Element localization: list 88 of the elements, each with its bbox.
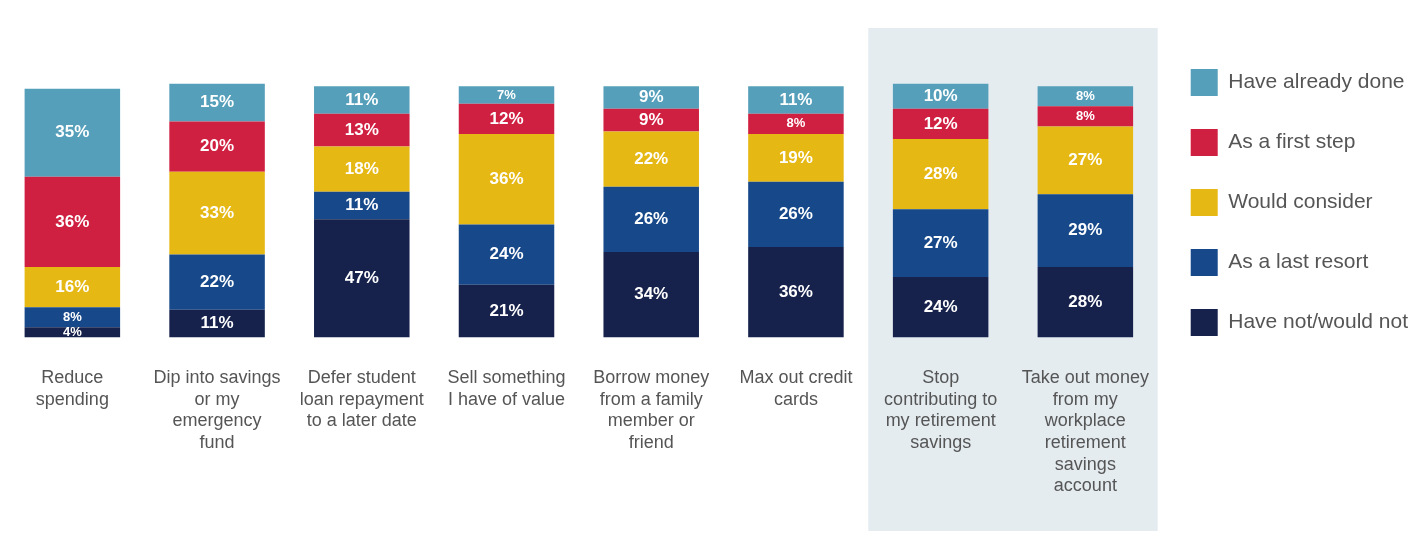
data-label: 18% [344,158,379,178]
data-label: 8% [1075,87,1096,103]
data-label: 26% [778,204,813,224]
bar [748,113,844,134]
data-label: 29% [1068,220,1103,240]
bar [1037,106,1134,127]
bar [458,133,555,225]
data-label: 11% [779,89,813,109]
bar [458,284,555,338]
bar [748,246,844,338]
data-label: 7% [497,86,517,102]
bar [603,252,699,338]
x-tick-label: Stop contributing to my retirement savings [884,367,998,452]
legend-label: Would consider [1228,189,1373,213]
bar [748,86,844,114]
x-tick-label: Dip into savings or my emergency fund [153,367,281,452]
bar [169,254,265,310]
data-label: 28% [923,163,958,183]
bar [314,146,410,192]
x-tick-label: Max out credit cards [739,367,853,409]
bar [892,108,989,139]
bar [314,219,410,338]
data-label: 10% [923,85,958,105]
x-tick-label: Borrow money from a family member or friend [593,367,710,452]
bar [1037,267,1134,338]
bar [1037,126,1134,195]
data-label: 16% [55,276,90,296]
data-label: 8% [1075,107,1096,123]
data-label: 36% [55,211,90,231]
x-tick-label: Take out money from my workplace retirement savings account [1021,367,1149,496]
data-label: 27% [1068,150,1103,170]
data-label: 33% [200,202,235,222]
data-label: 22% [200,271,235,291]
data-label: 11% [200,313,234,333]
bar [458,86,555,104]
bar [892,138,989,210]
bar [24,176,121,268]
data-label: 22% [634,148,669,168]
data-label: 4% [62,323,83,339]
data-label: 24% [923,296,958,316]
data-label: 15% [200,92,235,112]
data-label: 13% [344,119,379,139]
bar [603,86,699,109]
bar [603,186,699,252]
x-tick-label: Reduce spending [35,367,109,409]
legend-label: As a last resort [1228,249,1369,273]
data-label: 9% [638,87,664,107]
bar [314,113,410,147]
x-tick-label: Sell something I have of value [447,367,566,409]
data-label: 28% [1068,291,1103,311]
data-label: 36% [489,168,524,188]
bar [169,171,265,255]
data-label: 20% [200,136,235,156]
data-label: 24% [489,244,524,264]
legend-label: Have not/would not [1228,309,1409,333]
bar [603,131,699,187]
data-label: 8% [62,308,83,324]
bar [24,267,121,308]
data-label: 11% [345,89,379,109]
data-label: 8% [786,115,806,131]
data-label: 9% [638,109,664,129]
data-label: 27% [923,232,958,252]
legend-label: As a first step [1228,129,1356,153]
bar [458,103,555,134]
bar [748,133,844,182]
data-label: 12% [923,113,958,133]
bar [314,86,410,114]
data-label: 35% [55,122,90,142]
bar [24,88,121,177]
legend-label: Have already done [1228,69,1405,93]
data-label: 34% [634,284,669,304]
data-label: 19% [778,147,813,167]
bar [892,209,989,278]
x-tick-label: Defer student loan repayment to a later date [299,367,424,431]
bar [892,277,989,338]
bar [1037,86,1134,107]
bar [458,224,555,285]
data-label: 26% [634,209,669,229]
bar [24,307,121,328]
bar [748,181,844,247]
data-label: 12% [489,108,524,128]
data-label: 36% [778,281,813,301]
data-label: 47% [344,268,379,288]
bar [169,83,265,122]
bar [1037,194,1134,268]
data-label: 11% [345,195,379,215]
data-label: 21% [489,300,524,320]
bar [169,121,265,172]
